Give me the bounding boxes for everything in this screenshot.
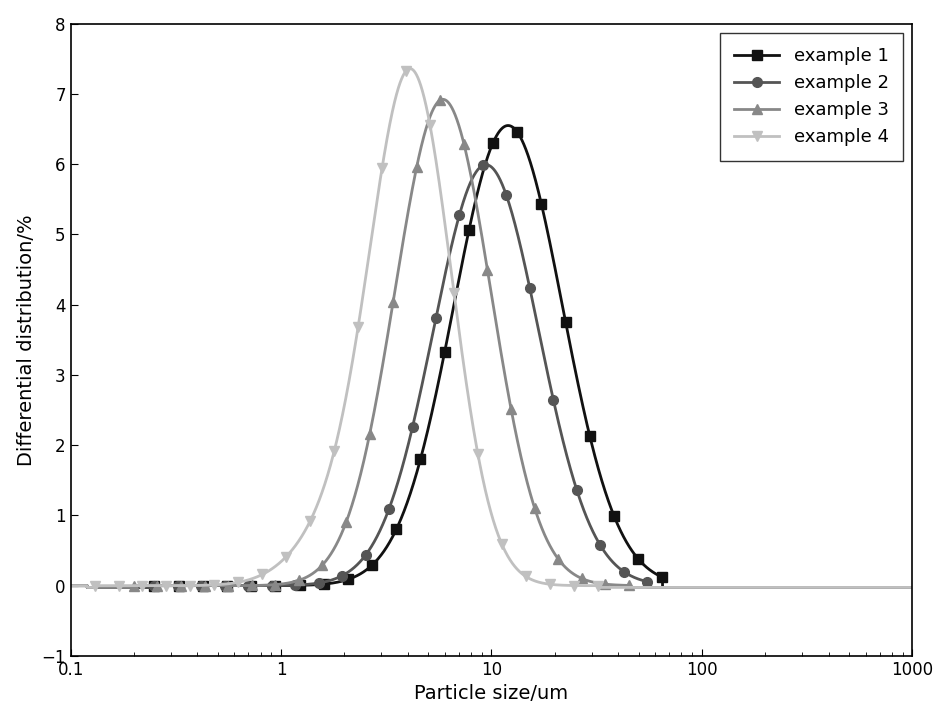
Legend: example 1, example 2, example 3, example 4: example 1, example 2, example 3, example… xyxy=(720,32,903,161)
Y-axis label: Differential distribution/%: Differential distribution/% xyxy=(17,214,36,466)
X-axis label: Particle size/um: Particle size/um xyxy=(414,684,568,703)
